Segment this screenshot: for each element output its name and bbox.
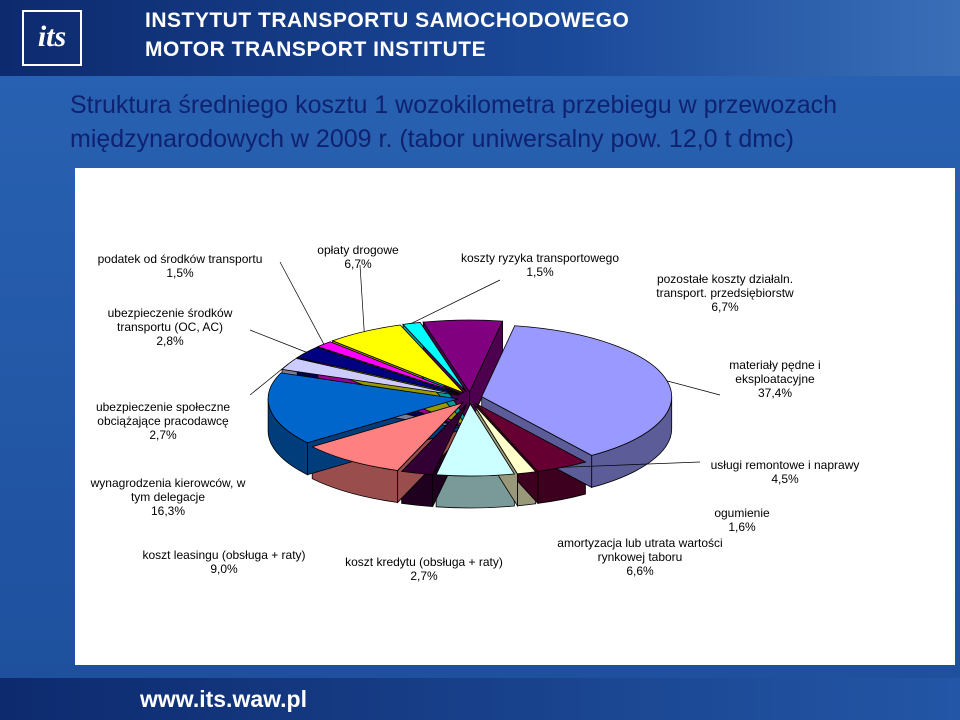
pie-slice (475, 402, 587, 472)
value-label: 2,7% (410, 569, 438, 583)
slice-label: koszt leasingu (obsługa + raty) 9,0% (134, 548, 314, 576)
pie-slice (400, 403, 468, 476)
slide-title: Struktura średniego kosztu 1 wozokilomet… (70, 91, 838, 153)
pie-slice (311, 402, 465, 471)
slice-label: ogumienie 1,6% (697, 506, 787, 534)
category-label: ubezpieczenie środków transportu (OC, AC… (107, 306, 233, 334)
pie-slice (435, 403, 516, 477)
website: www.its.waw.pl (140, 686, 307, 712)
category-label: pozostałe koszty działaln. transport. pr… (656, 272, 794, 300)
value-label: 37,4% (757, 386, 793, 400)
slice-label: koszt kredytu (obsługa + raty) 2,7% (334, 555, 514, 583)
category-label: usługi remontowe i naprawy (710, 458, 860, 472)
value-label: 1,5% (526, 265, 554, 279)
leader-line (359, 264, 365, 332)
slice-label: amortyzacja lub utrata wartości rynkowej… (540, 536, 740, 578)
pie-slice (402, 322, 467, 393)
leader-line (249, 363, 289, 396)
value-label: 6,7% (711, 300, 739, 314)
category-label: koszt kredytu (obsługa + raty) (345, 555, 503, 569)
institute-name: INSTYTUT TRANSPORTU SAMOCHODOWEGO (145, 9, 630, 32)
value-label: 1,5% (166, 266, 194, 280)
value-label: 2,8% (156, 334, 184, 348)
category-label: koszty ryzyka transportowego (460, 251, 620, 265)
leader-line (666, 380, 721, 396)
category-label: wynagrodzenia kierowców, w tym delegacje (90, 476, 246, 504)
value-label: 4,5% (771, 472, 799, 486)
header: its INSTYTUT TRANSPORTU SAMOCHODOWEGO MO… (0, 0, 960, 76)
pie-slice (422, 319, 504, 393)
category-label: podatek od środków transportu (97, 252, 263, 266)
category-label: koszt leasingu (obsługa + raty) (142, 548, 306, 562)
leader-line (279, 261, 325, 345)
value-label: 9,0% (210, 562, 238, 576)
slice-label: koszty ryzyka transportowego 1,5% (440, 251, 640, 279)
pie-slice (473, 403, 537, 475)
slice-label: ubezpieczenie środków transportu (OC, AC… (108, 306, 233, 348)
pie-slice (296, 346, 461, 395)
category-label: ubezpieczenie społeczne obciążające prac… (95, 400, 231, 428)
slice-label: wynagrodzenia kierowców, w tym delegacje… (88, 476, 248, 518)
value-label: 1,6% (728, 520, 756, 534)
value-label: 16,3% (150, 504, 186, 518)
pie-slice (331, 324, 465, 394)
slice-label: materiały pędne i eksploatacyjne 37,4% (705, 358, 845, 400)
category-label: amortyzacja lub utrata wartości rynkowej… (557, 536, 723, 564)
category-label: opłaty drogowe (317, 243, 399, 257)
leader-line (562, 461, 701, 468)
footer: www.its.waw.pl (0, 678, 960, 720)
logo: its (22, 10, 82, 66)
category-label: materiały pędne i eksploatacyjne (729, 358, 821, 386)
slice-label: pozostałe koszty działaln. transport. pr… (635, 272, 815, 314)
pie-slice (267, 372, 459, 444)
value-label: 2,7% (149, 428, 177, 442)
institute-name-en: MOTOR TRANSPORT INSTITUTE (145, 38, 487, 61)
slice-label: usługi remontowe i naprawy 4,5% (695, 458, 875, 486)
value-label: 6,7% (344, 257, 372, 271)
value-label: 6,6% (626, 564, 654, 578)
pie-slice (481, 325, 673, 456)
leader-line (249, 329, 307, 353)
category-label: ogumienie (714, 506, 770, 520)
slice-label: ubezpieczenie społeczne obciążające prac… (83, 400, 243, 442)
slice-label: opłaty drogowe 6,7% (313, 243, 403, 271)
slice-label: podatek od środków transportu 1,5% (80, 252, 280, 280)
leader-line (411, 279, 501, 324)
